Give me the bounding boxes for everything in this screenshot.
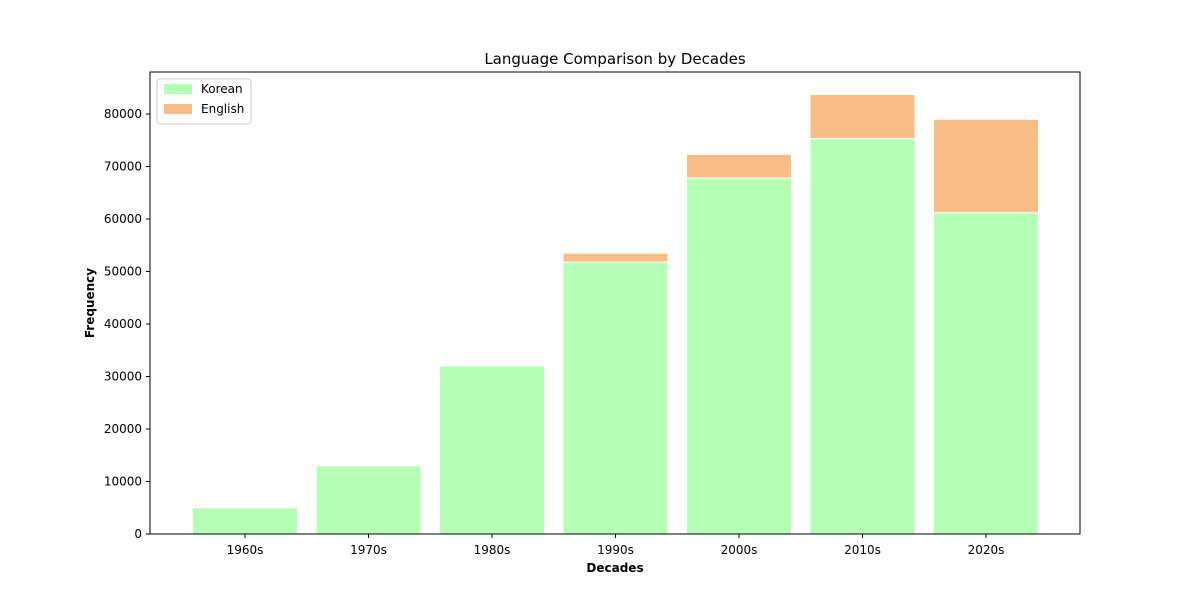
x-axis-label: Decades [586,561,643,575]
y-axis-label: Frequency [83,268,97,338]
chart-title: Language Comparison by Decades [484,50,746,68]
y-axis: 0 10000 20000 30000 40000 50000 60000 70000 8000… [104,107,150,541]
bar-korean-2000s [686,177,792,535]
x-tick-label: 1990s [597,543,634,557]
x-tick-label: 1980s [474,543,511,557]
bar-english-2020s [933,118,1039,214]
bar-english-2000s [686,153,792,179]
bar-english-2010s [809,94,916,140]
x-tick-label: 2020s [968,543,1005,557]
bar-korean-1980s [439,365,545,535]
bar-korean-2020s [933,212,1039,535]
y-tick-label: 20000 [104,422,142,436]
x-tick-label: 1970s [350,543,387,557]
legend-swatch-korean [164,84,192,94]
x-tick-label: 1960s [227,543,264,557]
bars-layer [192,94,1039,535]
bar-korean-1970s [315,465,422,535]
bar-korean-2010s [809,138,916,535]
legend-swatch-english [164,104,192,114]
bar-english-1990s [562,252,669,263]
x-tick-label: 2010s [844,543,881,557]
x-axis: 1960s 1970s 1980s 1990s 2000s 2010s 2020s [227,534,1005,557]
y-tick-label: 50000 [104,265,142,279]
bar-korean-1990s [562,261,669,535]
y-tick-label: 40000 [104,317,142,331]
y-tick-label: 60000 [104,212,142,226]
y-tick-label: 80000 [104,107,142,121]
y-tick-label: 10000 [104,475,142,489]
y-tick-label: 0 [134,527,142,541]
legend-label-korean: Korean [201,82,243,96]
x-tick-label: 2000s [721,543,758,557]
legend-label-english: English [201,102,244,116]
y-tick-label: 70000 [104,160,142,174]
bar-korean-1960s [192,507,298,535]
legend: Korean English [156,78,252,125]
y-tick-label: 30000 [104,370,142,384]
